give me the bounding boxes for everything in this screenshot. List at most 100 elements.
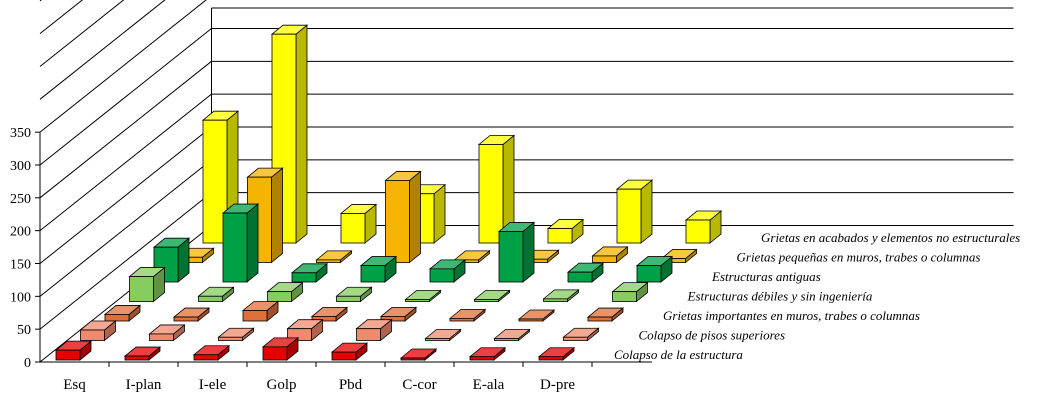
- bar: [315, 250, 353, 264]
- bar-front: [538, 356, 564, 361]
- category-label: Pbd: [339, 377, 363, 393]
- bar-front: [543, 298, 568, 302]
- bar: [453, 250, 491, 264]
- bar-front: [124, 355, 150, 361]
- bar-front: [340, 213, 366, 244]
- gridline-side: [39, 0, 125, 67]
- bar-front: [193, 354, 219, 361]
- bar: [172, 307, 211, 322]
- bar-front: [287, 328, 312, 341]
- y-tick-label: 150: [10, 257, 31, 272]
- bar: [586, 307, 625, 322]
- series-label: Grietas pequeñas en muros, trabes o colu…: [737, 250, 981, 265]
- series-label: Estructuras débiles y sin ingeniería: [687, 289, 873, 304]
- bar-top: [448, 308, 487, 319]
- bar-front: [311, 316, 337, 322]
- bar: [399, 348, 438, 361]
- bar: [197, 286, 235, 303]
- gridline-side: [39, 0, 42, 2]
- gridline-side: [39, 0, 207, 133]
- y-tick-label: 250: [10, 192, 31, 207]
- bar: [428, 259, 467, 283]
- bar-side: [295, 24, 308, 244]
- bar: [355, 318, 393, 342]
- category-label: D-pre: [540, 377, 575, 393]
- bar: [424, 328, 462, 342]
- y-tick-label: 50: [17, 323, 31, 338]
- bar: [123, 346, 162, 361]
- bar: [241, 300, 280, 322]
- category-label: I-plan: [126, 377, 162, 393]
- bar-front: [494, 338, 519, 341]
- bar: [339, 203, 378, 244]
- bar-front: [518, 318, 544, 322]
- bar-front: [202, 119, 228, 244]
- gridline-side: [39, 60, 212, 199]
- y-tick-label: 100: [10, 290, 31, 305]
- bar: [562, 327, 600, 342]
- bar-front: [222, 212, 248, 283]
- y-tick-label: 200: [10, 225, 31, 240]
- bar-front: [478, 144, 504, 244]
- category-label: I-ele: [199, 377, 227, 393]
- bar: [379, 306, 418, 322]
- bar: [611, 281, 649, 303]
- chart-walls: [35, 0, 1014, 367]
- bar: [684, 210, 723, 244]
- bar-front: [80, 329, 105, 341]
- bar-front: [469, 356, 495, 361]
- category-label: E-ala: [473, 377, 505, 393]
- bar-front: [449, 317, 475, 322]
- bar: [79, 320, 117, 342]
- bar: [566, 262, 605, 283]
- bar-top: [542, 289, 580, 300]
- category-label: C-cor: [402, 377, 436, 393]
- bar: [537, 346, 576, 361]
- bar-top: [517, 309, 556, 320]
- bar-front: [331, 351, 357, 361]
- chart-labels: 0 50 100 150 200 250 300 350 Esq I-plan I-ele Golp P…: [10, 126, 1020, 393]
- category-label: Esq: [63, 377, 86, 393]
- bar: [103, 304, 142, 322]
- bar: [404, 289, 442, 303]
- bar: [128, 266, 166, 303]
- bar-front: [336, 295, 361, 302]
- bar-side: [271, 167, 283, 264]
- bar-front: [429, 268, 455, 283]
- series-label: Grietas importantes en muros, trabes o c…: [663, 308, 920, 323]
- bar-front: [267, 291, 292, 302]
- bar: [261, 337, 300, 361]
- bar-front: [380, 316, 406, 322]
- bar-top: [424, 329, 462, 339]
- category-label: Golp: [267, 377, 297, 393]
- bar-side: [433, 183, 446, 244]
- gridline-side: [39, 0, 84, 35]
- bar-side: [522, 221, 535, 283]
- bar: [473, 289, 511, 303]
- bar: [477, 134, 516, 244]
- bar-top: [493, 329, 531, 339]
- bar-front: [149, 333, 174, 341]
- bar: [448, 308, 487, 322]
- series-label: Estructuras antiguas: [711, 269, 821, 284]
- chart-bars: [54, 24, 723, 361]
- bar: [660, 248, 698, 264]
- bar-top: [399, 348, 438, 359]
- bar: [542, 289, 580, 303]
- bar-front: [636, 265, 662, 283]
- bar: [335, 286, 373, 303]
- bar: [310, 306, 349, 322]
- bar: [468, 346, 507, 361]
- y-tick-label: 300: [10, 159, 31, 174]
- gridline-side: [39, 159, 212, 297]
- bar-front: [218, 336, 243, 341]
- bar-front: [316, 259, 341, 263]
- bar-front: [563, 336, 588, 341]
- bar: [359, 255, 398, 283]
- bar: [546, 218, 585, 244]
- bar: [615, 179, 654, 244]
- bar-front: [104, 314, 130, 322]
- bar: [217, 327, 255, 342]
- bar-front: [173, 316, 199, 322]
